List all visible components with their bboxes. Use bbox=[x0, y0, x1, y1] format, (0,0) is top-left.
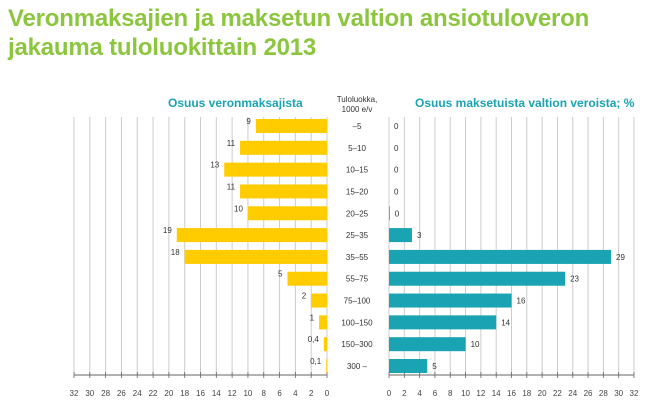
category-label: 35–55 bbox=[346, 253, 369, 262]
left-data-label: 13 bbox=[210, 161, 219, 170]
right-bar bbox=[389, 293, 512, 308]
tick-label-left: 28 bbox=[101, 389, 110, 398]
category-label: 55–75 bbox=[346, 275, 369, 284]
tick-label-left: 32 bbox=[70, 389, 79, 398]
tick-label-right: 0 bbox=[387, 389, 392, 398]
left-bar bbox=[255, 119, 327, 133]
tick-label-left: 0 bbox=[325, 389, 330, 398]
tick-label-left: 6 bbox=[277, 389, 282, 398]
tick-label-right: 8 bbox=[448, 389, 453, 398]
right-series-title: Osuus maksetuista valtion veroista; % bbox=[415, 96, 635, 110]
tick-label-left: 2 bbox=[309, 389, 314, 398]
chart-title: Veronmaksajien ja maksetun valtion ansio… bbox=[8, 4, 589, 62]
left-data-label: 11 bbox=[227, 139, 236, 148]
left-data-label: 19 bbox=[163, 226, 172, 235]
tick-label-left: 20 bbox=[164, 389, 173, 398]
right-data-label: 10 bbox=[471, 340, 480, 349]
category-header-2: 1000 e/v bbox=[342, 105, 373, 114]
tick-label-left: 12 bbox=[228, 389, 237, 398]
category-label: 75–100 bbox=[344, 297, 371, 306]
tick-label-right: 6 bbox=[433, 389, 438, 398]
right-bar bbox=[389, 228, 412, 243]
tick-label-right: 12 bbox=[476, 389, 485, 398]
right-data-label: 0 bbox=[394, 187, 399, 196]
tick-label-right: 4 bbox=[417, 389, 422, 398]
tick-label-right: 14 bbox=[492, 389, 501, 398]
left-bar bbox=[184, 249, 327, 264]
left-bar bbox=[224, 162, 327, 177]
tick-label-left: 16 bbox=[196, 389, 205, 398]
tick-label-right: 32 bbox=[630, 389, 639, 398]
left-bar bbox=[247, 206, 327, 221]
left-bar bbox=[240, 184, 327, 199]
tick-label-left: 4 bbox=[293, 389, 298, 398]
left-bar bbox=[287, 271, 327, 286]
tick-label-right: 18 bbox=[522, 389, 531, 398]
title-line-1: Veronmaksajien ja maksetun valtion ansio… bbox=[8, 5, 590, 32]
tick-label-right: 16 bbox=[507, 389, 516, 398]
category-label: 10–15 bbox=[346, 166, 369, 175]
right-data-label: 16 bbox=[517, 297, 526, 306]
tick-label-right: 26 bbox=[584, 389, 593, 398]
category-label: 300 – bbox=[347, 362, 368, 371]
title-line-2: jakauma tuloluokittain 2013 bbox=[8, 34, 317, 61]
tick-label-left: 14 bbox=[212, 389, 221, 398]
category-header-1: Tuloluokka, bbox=[337, 95, 378, 104]
right-bar bbox=[389, 271, 566, 286]
tick-label-right: 30 bbox=[614, 389, 623, 398]
tick-label-right: 10 bbox=[461, 389, 470, 398]
category-label: 25–35 bbox=[346, 231, 369, 240]
tick-label-left: 10 bbox=[243, 389, 252, 398]
left-data-label: 2 bbox=[302, 292, 307, 301]
category-label: 150–300 bbox=[341, 340, 373, 349]
right-data-label: 5 bbox=[432, 362, 437, 371]
left-data-label: 9 bbox=[246, 117, 251, 126]
right-bar bbox=[389, 337, 466, 352]
right-data-label: 23 bbox=[570, 275, 579, 284]
left-bar bbox=[319, 315, 327, 330]
category-label: –5 bbox=[353, 122, 362, 131]
tick-label-left: 24 bbox=[133, 389, 142, 398]
right-bar bbox=[389, 315, 497, 330]
left-series-title: Osuus veronmaksajista bbox=[168, 96, 303, 110]
right-data-label: 0 bbox=[394, 144, 399, 153]
right-data-label: 0 bbox=[394, 166, 399, 175]
left-bar bbox=[176, 228, 327, 243]
left-bar bbox=[323, 337, 327, 352]
tick-label-left: 8 bbox=[262, 389, 267, 398]
right-data-label: 3 bbox=[417, 231, 422, 240]
category-label: 15–20 bbox=[346, 187, 369, 196]
right-data-label: 0 bbox=[395, 209, 400, 218]
category-label: 20–25 bbox=[346, 209, 369, 218]
category-label: 5–10 bbox=[348, 144, 366, 153]
tick-label-right: 20 bbox=[538, 389, 547, 398]
right-bar bbox=[389, 359, 428, 373]
tick-label-right: 22 bbox=[553, 389, 562, 398]
left-data-label: 5 bbox=[278, 270, 283, 279]
left-data-label: 1 bbox=[310, 313, 315, 322]
left-bar bbox=[240, 140, 327, 155]
left-data-label: 10 bbox=[234, 204, 243, 213]
tick-label-left: 26 bbox=[117, 389, 126, 398]
left-data-label: 0,1 bbox=[310, 357, 322, 366]
right-data-label: 29 bbox=[616, 253, 625, 262]
right-bar bbox=[389, 249, 612, 264]
left-bar bbox=[311, 293, 327, 308]
left-bar bbox=[326, 359, 327, 373]
right-data-label: 0 bbox=[394, 122, 399, 131]
left-data-label: 11 bbox=[227, 182, 236, 191]
left-data-label: 0,4 bbox=[308, 335, 320, 344]
tick-label-left: 30 bbox=[85, 389, 94, 398]
tick-label-right: 2 bbox=[402, 389, 407, 398]
right-bar bbox=[389, 206, 390, 221]
tick-label-right: 28 bbox=[599, 389, 608, 398]
tick-label-left: 18 bbox=[180, 389, 189, 398]
category-label: 100–150 bbox=[341, 318, 373, 327]
left-data-label: 18 bbox=[171, 248, 180, 257]
tick-label-left: 22 bbox=[149, 389, 158, 398]
tick-label-right: 24 bbox=[568, 389, 577, 398]
right-data-label: 14 bbox=[501, 318, 510, 327]
